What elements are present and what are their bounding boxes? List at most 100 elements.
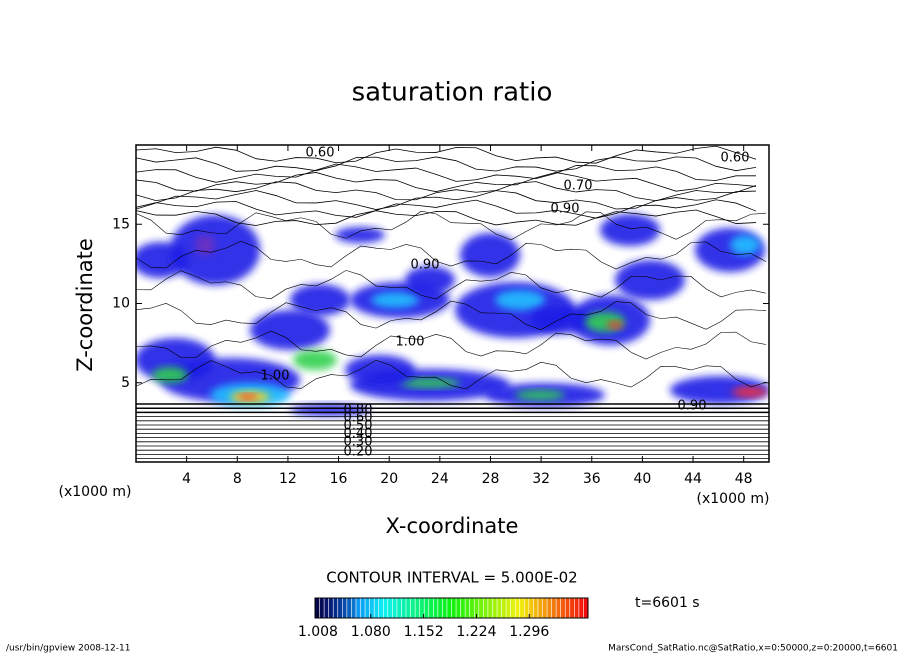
y-axis-label: Z-coordinate [73,238,97,372]
contour-line [136,199,757,219]
x-axis-label: X-coordinate [386,514,519,538]
contour-line [136,145,757,164]
x-tick-label: 20 [380,471,398,487]
contour-line [136,300,767,331]
chart-title: saturation ratio [352,78,553,108]
field-blob [615,260,685,300]
field-blob [495,290,545,310]
field-blob [152,367,188,383]
contour-line [136,156,757,172]
colorbar-cell [369,598,375,618]
colorbar-cell [424,598,429,618]
colorbar-cell [533,598,538,618]
colorbar-cell [442,598,447,618]
contour-label: 0.50 [344,419,373,434]
colorbar-tick-label: 1.224 [456,624,496,640]
contour-label: 0.90 [678,399,707,414]
colorbar-cell [565,598,570,618]
contour-line [136,172,757,193]
colorbar-cell [446,598,452,618]
contour-label: 0.60 [721,151,750,166]
x-tick-label: 32 [532,471,550,487]
x-tick-label: 24 [431,471,449,487]
colorbar-cell [333,598,338,618]
colorbar-cell [383,598,388,618]
field-blob [607,321,623,329]
colorbar-cell [542,598,548,618]
colorbar-cell [560,598,566,618]
colorbar-cell [469,598,475,618]
contour-line [136,209,757,226]
colorbar-cell [524,598,529,618]
colorbar-cell [578,598,584,618]
field-blob [732,387,768,397]
colorbar-cell [378,598,384,618]
contour-line [136,181,757,202]
colorbar-cell [415,598,420,618]
footer: MarsCond_SatRatio.nc@SatRatio,x=0:50000,… [608,644,898,654]
field-blob [460,233,520,277]
colorbar-cell [355,598,361,618]
colorbar-frame [314,597,589,619]
field-blob [405,266,455,294]
colorbar-cell [451,598,457,618]
contour-line [136,330,767,360]
colorbar-tick-label: 1.008 [298,624,338,640]
colorbar-cell [374,598,379,618]
field-blob [195,235,215,255]
contour-line [136,210,767,241]
colorbar-cell [319,598,325,618]
colorbar-cell [351,598,356,618]
x-tick-label: 28 [482,471,500,487]
colorbar-tick-label: 1.296 [509,624,549,640]
colorbar-cell [346,598,352,618]
colorbar-cell [506,598,511,618]
colorbar-cell [510,598,516,618]
colorbar-cell [478,598,484,618]
contour-label: 0.20 [344,445,373,460]
x-tick-label: 40 [633,471,651,487]
colorbar-cell [392,598,397,618]
colorbar-cell [428,598,434,618]
x-tick-label: 36 [583,471,601,487]
colorbar-cell [547,598,552,618]
colorbar-cell [492,598,497,618]
field-blob [600,214,660,246]
field-blob [400,378,460,388]
field-blob [293,350,337,370]
colorbar-cell [487,598,493,618]
y-tick-label: 10 [112,296,130,312]
annotation: CONTOUR INTERVAL = 5.000E-02 [326,569,577,587]
contour-label: 0.60 [344,411,373,426]
contour-line [136,190,757,210]
contour-line [136,270,767,300]
x-tick-label: 4 [182,471,191,487]
colorbar-cell [515,598,520,618]
colorbar-cell [519,598,525,618]
field-blob [670,376,769,404]
field-blob [335,227,385,243]
y-tick-label: 5 [121,375,130,391]
colorbar-cell [501,598,507,618]
contour-label: 0.70 [564,179,593,194]
x-tick-label: 12 [279,471,297,487]
colorbar-cell [387,598,393,618]
colorbar-cell [401,598,406,618]
colorbar-cell [483,598,488,618]
field-blob [290,284,350,316]
time-label: t=6601 s [635,595,700,611]
colorbar-cell [574,598,579,618]
colorbar-cell [456,598,461,618]
colorbar-tick-label: 1.152 [404,624,444,640]
colorbar-cell [437,598,443,618]
colorbar-cell [537,598,543,618]
colorbar-cell [365,598,370,618]
contour-label: 0.80 [344,403,373,418]
field [136,145,769,460]
x-tick-label: 44 [684,471,702,487]
colorbar-cell [460,598,466,618]
x-tick-label: 8 [233,471,242,487]
colorbar-cell [315,598,320,618]
colorbar-cell [328,598,334,618]
